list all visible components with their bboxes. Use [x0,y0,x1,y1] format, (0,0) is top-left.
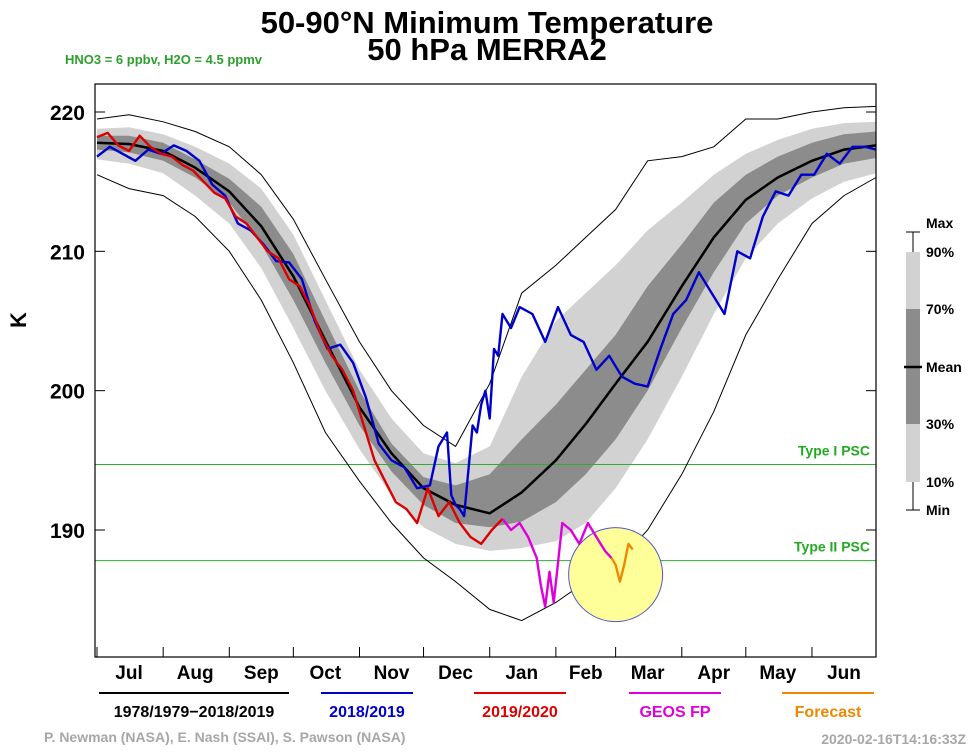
x-tick-label-oct: Oct [310,663,342,684]
pct-legend-label-1: 90% [926,244,955,260]
x-tick-label-mar: Mar [631,663,665,684]
climatology-bands [97,121,876,551]
series-legend: 1978/1979−2018/2019 2018/2019 2019/2020 GEO… [99,692,874,721]
pct-legend-label-0: Max [926,215,953,231]
x-tick-label-may: May [759,663,796,684]
legend-label-0: 1978/1979−2018/2019 [114,704,275,721]
timestamp: 2020-02-16T14:16:33Z [821,731,966,747]
x-tick-label-nov: Nov [374,663,410,684]
psc-label-1: Type I PSC [798,443,870,459]
highlight-circle [568,527,664,623]
series-lines [96,131,877,608]
percentile-legend: Max 90% 70% Mean 30% 10% Min [904,215,962,518]
series-line-2019-2020 [96,131,504,546]
legend-label-4: Forecast [795,704,862,721]
x-tick-label-jun: Jun [827,663,861,684]
climatology-max-line [96,105,877,448]
band-30-70 [97,131,876,528]
chart-subtitle: HNO3 = 6 ppbv, H2O = 4.5 ppmv [65,52,263,67]
x-tick-label-feb: Feb [569,663,603,684]
highlight-circle-shape [568,527,664,623]
legend-label-1: 2018/2019 [329,704,405,721]
pct-legend-label-5: 10% [926,474,955,490]
x-tick-label-dec: Dec [438,663,473,684]
chart-title: 50-90°N Minimum Temperature [261,5,714,40]
x-tick-label-sep: Sep [244,663,279,684]
y-tick-label-210: 210 [50,241,85,264]
psc-label-2: Type II PSC [794,539,870,555]
y-axis-label: K [6,312,31,328]
y-tick-label-190: 190 [50,520,85,543]
plot-frame [94,83,877,658]
legend-label-3: GEOS FP [639,704,710,721]
credits: P. Newman (NASA), E. Nash (SSAI), S. Paw… [44,729,405,745]
climatology-min-line [96,174,877,622]
pct-legend-label-4: 30% [926,416,955,432]
y-tick-label-200: 200 [50,381,85,404]
x-tick-label-apr: Apr [697,663,730,684]
psc-lines: Type I PSC Type II PSC [95,443,876,562]
series-line-geos-fp [501,518,613,608]
chart-title-line2: 50 hPa MERRA2 [367,32,606,67]
pct-legend-label-6: Min [926,502,950,518]
y-tick-label-220: 220 [50,102,85,125]
x-tick-label-jan: Jan [505,663,538,684]
series-line-climatology-mean [96,141,877,515]
legend-label-2: 2019/2020 [482,704,558,721]
y-axis: 190 200 210 220 [50,102,876,543]
x-tick-label-jul: Jul [115,663,142,684]
pct-legend-label-3: Mean [926,359,962,375]
band-10-90 [97,121,876,551]
x-tick-label-aug: Aug [177,663,214,684]
plot-area: Type I PSC Type II PSC Jul Aug Sep Oct Nov Dec… [50,83,877,684]
series-line-2018-2019 [96,144,877,518]
series-line-forecast [610,542,634,583]
climatology-minmax [96,105,877,622]
pct-legend-label-2: 70% [926,301,955,317]
x-axis: Jul Aug Sep Oct Nov Dec Jan Feb Mar Apr May Jun [96,647,877,684]
